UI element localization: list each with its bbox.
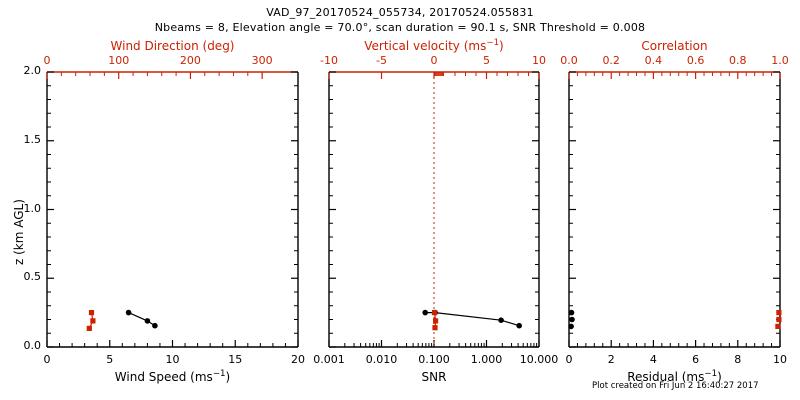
panel3-top-xtick-label: 1.0: [771, 54, 789, 67]
y-axis-tick-label: 0.0: [23, 339, 42, 352]
panel1-xtick-label: 0: [43, 353, 51, 366]
axes-group: [46, 71, 781, 348]
plot-subtitle: Nbeams = 8, Elevation angle = 70.0°, sca…: [154, 21, 646, 34]
panel2-top-xtick-label: -10: [320, 54, 338, 67]
panel1-top-xtick-label: 100: [108, 54, 130, 67]
panel3-top-xtick-label: 0.6: [686, 54, 705, 67]
panel2-xtick-label: 0.100: [418, 353, 450, 366]
panel3-top-xtick-label: 0.2: [602, 54, 620, 67]
panel3-residual-marker: [568, 323, 574, 330]
panel2-xtick-label: 0.001: [313, 353, 345, 366]
panel3-xtick-label: 8: [734, 353, 742, 366]
panel1-xtick-label: 20: [291, 353, 305, 366]
panel3-top-xtick-label: 0.4: [644, 54, 663, 67]
panel3-top-xtick-label: 0.8: [729, 54, 747, 67]
panel2-xtick-label: 10.000: [519, 353, 559, 366]
panel2-top-xtick-label: 0: [430, 54, 438, 67]
panel2-vertical-velocity-marker: [432, 325, 438, 331]
y-axis-tick-label: 2.0: [23, 64, 42, 77]
panel2-x-axis-title: SNR: [421, 370, 447, 384]
panel2-snr-line: [425, 312, 520, 327]
panel2-vertical-velocity-marker: [431, 310, 438, 316]
panel1-x-axis-title: Wind Speed (ms−1): [114, 369, 231, 384]
panel3-xtick-label: 2: [607, 353, 615, 366]
panel2-snr-marker: [498, 317, 504, 324]
panel3-top-xtick-label: 0.0: [560, 54, 578, 67]
panel3-xtick-label: 4: [649, 353, 657, 366]
panel1-xtick-label: 10: [165, 353, 180, 366]
panel1-top-xtick-label: 0: [43, 54, 51, 67]
panel2-xtick-label: 0.010: [365, 353, 398, 366]
panel3-correlation-marker: [776, 316, 782, 323]
panel1-top-xtick-label: 200: [179, 54, 201, 67]
panel3-correlation-marker: [775, 323, 781, 329]
panel3-x-axis-title: Residual (ms−1): [627, 369, 722, 384]
panel2-xtick-label: 1.000: [470, 353, 503, 366]
panel1-wind-direction-marker: [88, 310, 95, 316]
data-group: [86, 309, 782, 331]
panel3-residual-marker: [568, 309, 575, 316]
panel2-snr-marker: [516, 322, 522, 329]
y-axis-tick-label: 0.5: [23, 270, 42, 284]
panel1-xtick-label: 5: [106, 353, 114, 366]
panel1-wind-speed-marker: [152, 322, 158, 329]
panel2-top-xtick-label: 10: [532, 54, 546, 67]
panel3-top-axis-title: Correlation: [641, 39, 708, 53]
panel2-top-axis-title: Vertical velocity (ms−1): [364, 38, 504, 53]
footer-timestamp: Plot created on Fri Jun 2 16:40:27 2017: [592, 381, 759, 391]
panel2-snr-marker: [422, 309, 429, 316]
plot-title: VAD_97_20170524_055734, 20170524.055831: [266, 6, 534, 19]
panel2-vertical-velocity-marker: [433, 318, 439, 324]
y-axis-tick-label: 1.0: [23, 201, 42, 215]
panel3-xtick-label: 6: [692, 353, 700, 366]
panel3-residual-marker: [569, 316, 575, 323]
panel2-top-xtick-label: 5: [483, 54, 490, 67]
panel1-wind-speed-line: [128, 312, 156, 327]
panel1-xtick-label: 15: [228, 353, 243, 366]
panel3-xtick-label: 0: [565, 353, 573, 366]
panel1-wind-direction-marker: [86, 325, 92, 331]
panel1-top-xtick-label: 300: [251, 54, 273, 67]
panel1-wind-direction-marker: [90, 318, 96, 324]
y-axis-tick-label: 1.5: [23, 132, 42, 146]
panel1-top-axis-title: Wind Direction (deg): [110, 39, 235, 53]
panel1-wind-speed-marker: [125, 309, 132, 316]
panel3-correlation-marker: [776, 310, 782, 316]
panel3-xtick-label: 10: [773, 353, 787, 366]
panel1-wind-speed-marker: [144, 318, 151, 324]
panel2-top-xtick-label: -5: [376, 54, 387, 67]
